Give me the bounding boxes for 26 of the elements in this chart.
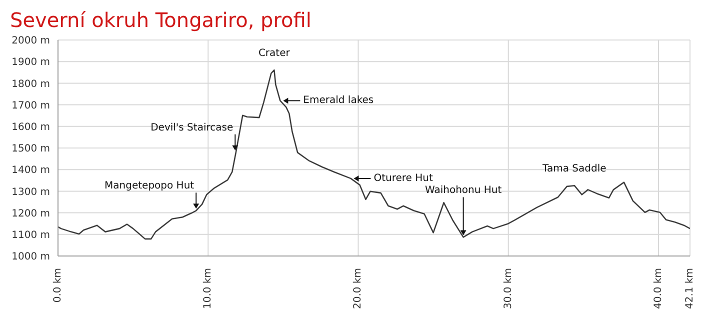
y-tick-label: 1000 m — [12, 252, 50, 263]
y-tick-label: 1100 m — [12, 230, 50, 241]
y-tick-label: 1900 m — [12, 57, 50, 68]
y-tick-label: 1800 m — [12, 78, 50, 90]
annotation: Oturere Hut — [374, 172, 433, 184]
chart-title: Severní okruh Tongariro, profil — [9, 8, 312, 32]
y-tick-label: 1300 m — [12, 186, 50, 198]
y-tick-label: 2000 m — [12, 36, 50, 47]
x-tick-label: 10.0 km — [202, 268, 214, 309]
y-tick-label: 1400 m — [12, 165, 50, 176]
line-series — [58, 69, 690, 240]
annotation: Waihohonu Hut — [424, 185, 502, 196]
annotation: Emerald lakes — [303, 95, 374, 106]
x-tick-label: 30.0 km — [502, 268, 514, 309]
annotation: Mangetepopo Hut — [104, 180, 194, 192]
y-tick-label: 1500 m — [12, 144, 50, 155]
y-tick-label: 1600 m — [12, 122, 50, 133]
annotation: Crater — [258, 48, 291, 60]
y-tick-label: 1200 m — [12, 208, 50, 220]
y-tick-label: 1700 m — [12, 100, 50, 112]
annotation: Devil's Staircase — [150, 122, 234, 134]
annotation: Tama Saddle — [542, 164, 606, 175]
x-tick-label: 0.0 km — [52, 268, 64, 303]
x-tick-label: 40.0 km — [652, 268, 664, 309]
x-tick-label: 20.0 km — [352, 268, 364, 309]
x-tick-label: 42.1 km — [684, 268, 696, 309]
